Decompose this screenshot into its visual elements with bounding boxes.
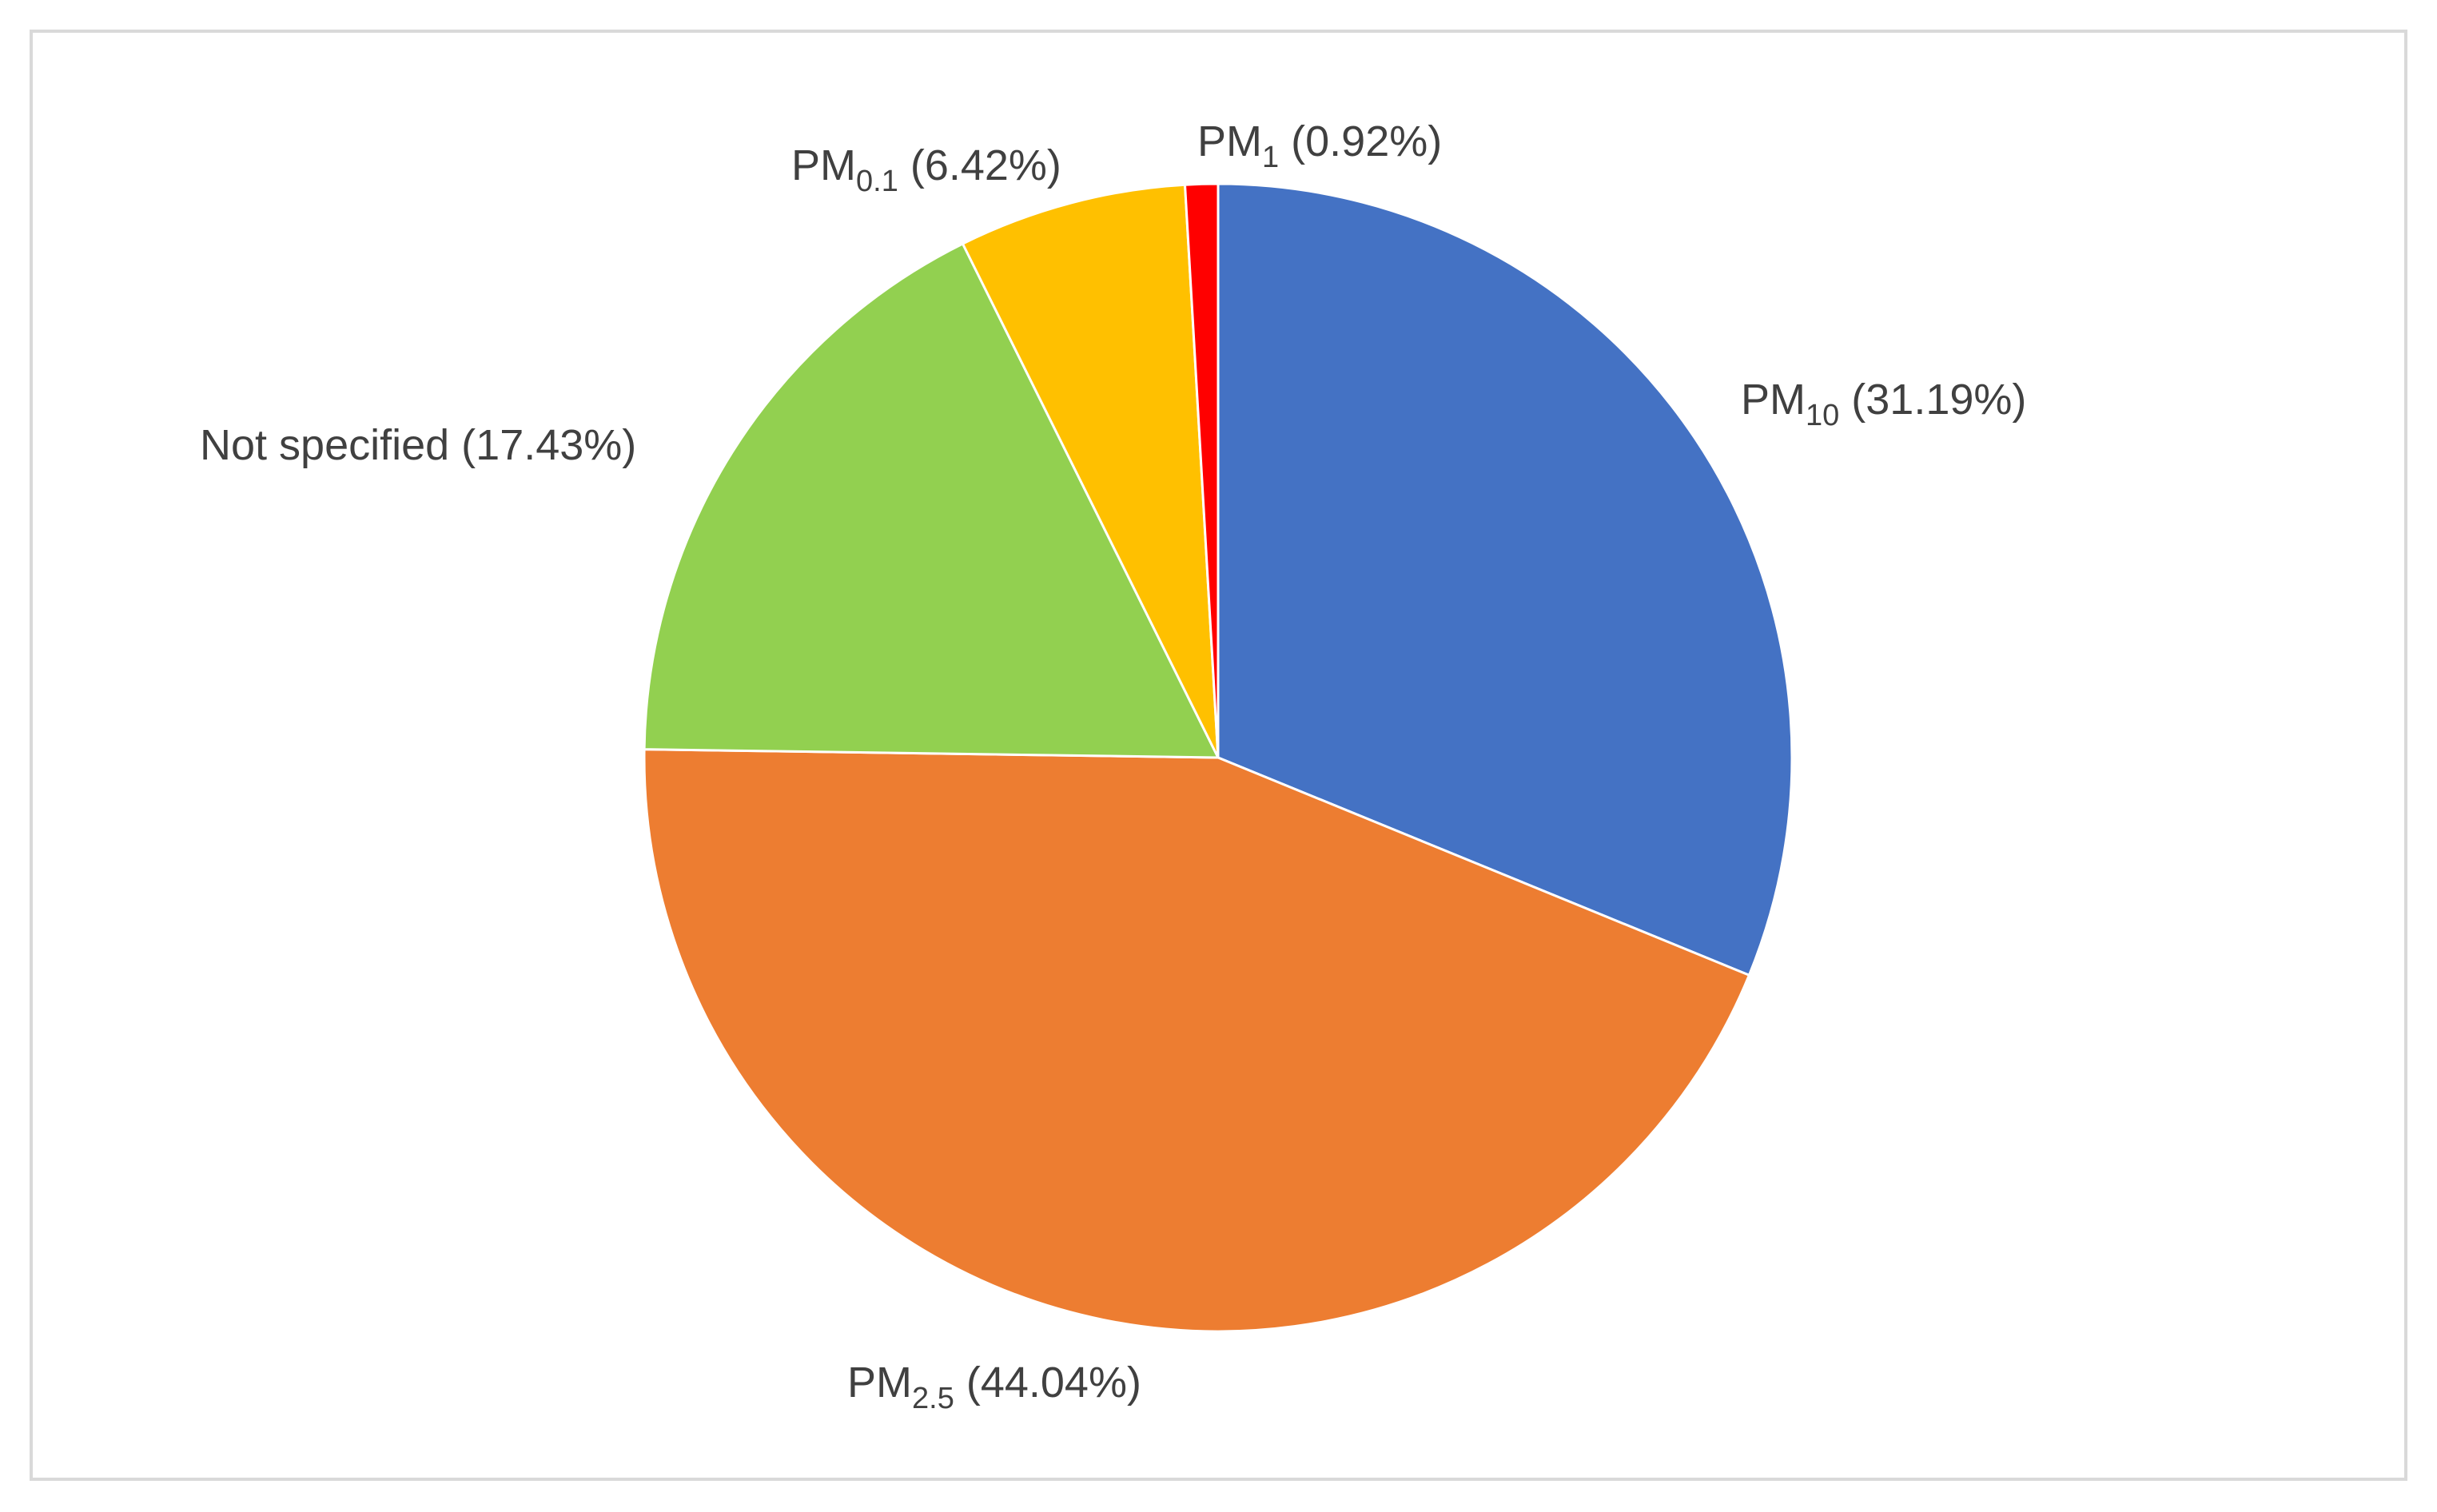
slice-label-not-specified: Not specified (17.43%): [200, 421, 636, 469]
pie-slices: [643, 182, 1794, 1333]
pie-slice-not-specified: [643, 242, 1220, 759]
pie-labels: PM10 (31.19%) PM2.5 (44.04%) Not specified…: [200, 117, 2026, 1415]
pie-slice-pm25: [643, 748, 1750, 1333]
pie-slice-pm01: [961, 183, 1220, 759]
slice-label-pm1: PM1 (0.92%): [1197, 117, 1442, 174]
slice-label-pm25: PM2.5 (44.04%): [847, 1359, 1141, 1415]
slice-label-pm10: PM10 (31.19%): [1741, 376, 2026, 432]
slice-label-pm01: PM0.1 (6.42%): [791, 141, 1061, 198]
pie-slice-pm1: [1184, 182, 1220, 759]
pie-slice-pm10: [1217, 182, 1794, 977]
